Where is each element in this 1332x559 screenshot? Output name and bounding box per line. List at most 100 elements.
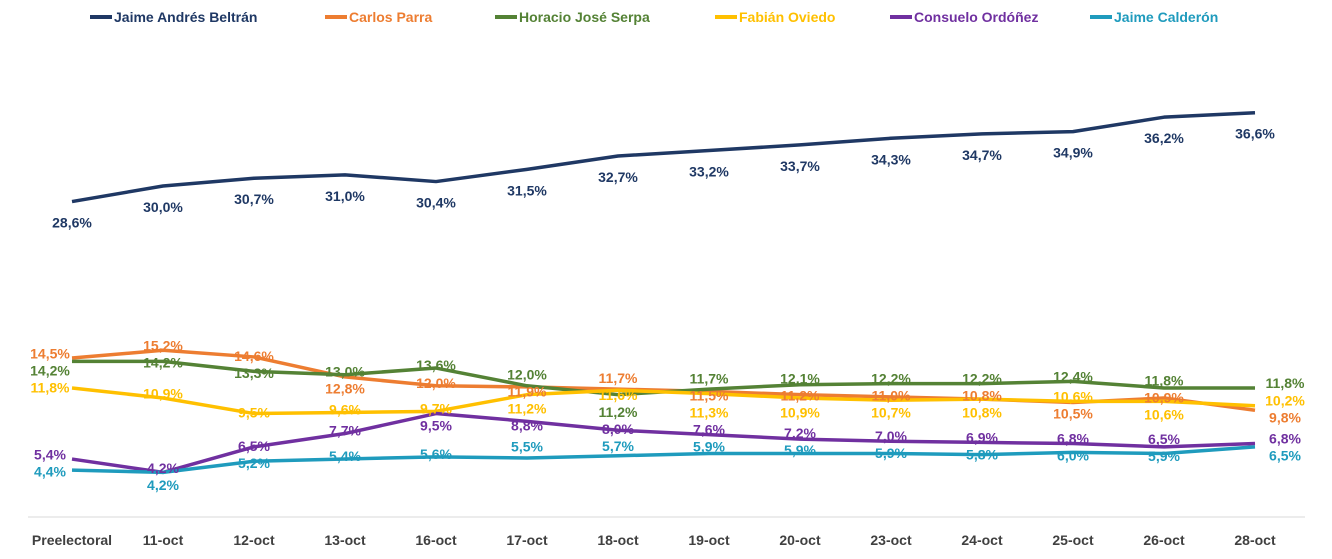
data-label: 5,9%: [875, 445, 907, 461]
x-tick-label: 11-oct: [143, 532, 184, 548]
data-label: 14,5%: [30, 345, 70, 361]
data-label: 11,8%: [1266, 375, 1305, 391]
data-label: 33,2%: [689, 163, 729, 179]
x-tick-label: 18-oct: [597, 532, 639, 548]
data-label: 12,2%: [962, 371, 1002, 387]
data-label: 11,8%: [31, 379, 70, 395]
legend-entry: Jaime Andrés Beltrán: [114, 9, 257, 25]
x-tick-label: 19-oct: [688, 532, 730, 548]
data-label: 10,9%: [143, 385, 183, 401]
x-tick-label: 16-oct: [415, 532, 457, 548]
data-label: 8,0%: [602, 421, 634, 437]
data-label: 12,1%: [780, 371, 820, 387]
data-label: 30,0%: [143, 199, 183, 215]
data-label: 10,6%: [1144, 406, 1184, 422]
series-line: [71, 386, 1256, 416]
x-tick-label: 28-oct: [1234, 532, 1276, 548]
data-label: 11,8%: [1145, 372, 1184, 388]
data-label: 5,8%: [966, 446, 998, 462]
x-tick-label: 24-oct: [961, 532, 1003, 548]
data-label: 34,3%: [871, 151, 911, 167]
data-label: 31,0%: [325, 188, 365, 204]
data-label: 30,4%: [416, 195, 456, 211]
series-line: [71, 445, 1256, 475]
data-label: 10,8%: [962, 405, 1002, 421]
legend-entry: Jaime Calderón: [1114, 9, 1218, 25]
data-label: 9,5%: [238, 405, 270, 421]
data-label: 28,6%: [52, 215, 92, 231]
data-label: 30,7%: [234, 191, 274, 207]
data-label: 11,7%: [690, 370, 729, 386]
data-label: 11,2%: [599, 404, 638, 420]
data-label: 5,9%: [1148, 448, 1180, 464]
data-label: 14,6%: [234, 348, 274, 364]
data-label: 13,0%: [325, 364, 365, 380]
data-label: 9,5%: [420, 417, 452, 433]
data-label: 7,2%: [784, 425, 816, 441]
data-label: 7,7%: [329, 423, 361, 439]
data-label: 6,9%: [966, 429, 998, 445]
x-tick-label: Preelectoral: [32, 532, 112, 548]
data-label: 8,8%: [511, 418, 543, 434]
data-label: 11,5%: [690, 387, 729, 403]
legend-entry: Horacio José Serpa: [519, 9, 650, 25]
data-label: 5,4%: [34, 446, 66, 462]
data-label: 15,2%: [143, 338, 183, 354]
data-label: 33,7%: [780, 158, 820, 174]
data-label: 14,2%: [30, 362, 70, 378]
data-label: 13,3%: [234, 365, 274, 381]
x-tick-label: 23-oct: [870, 532, 912, 548]
x-tick-label: 20-oct: [779, 532, 821, 548]
x-tick-label: 13-oct: [324, 532, 366, 548]
data-label: 9,7%: [420, 400, 452, 416]
data-label: 5,4%: [329, 448, 361, 464]
data-label: 12,2%: [871, 370, 911, 386]
data-label: 12,0%: [416, 375, 456, 391]
series-line: [71, 110, 1256, 204]
data-label: 31,5%: [507, 182, 547, 198]
data-label: 9,8%: [1269, 410, 1301, 426]
data-label: 4,2%: [147, 477, 179, 493]
data-label: 6,0%: [1057, 448, 1089, 464]
data-label: 5,9%: [784, 442, 816, 458]
x-tick-label: 17-oct: [506, 532, 548, 548]
data-label: 4,4%: [34, 463, 66, 479]
data-label: 32,7%: [598, 169, 638, 185]
data-label: 12,4%: [1053, 369, 1093, 385]
data-label: 14,2%: [143, 355, 183, 371]
data-label: 6,5%: [1269, 447, 1301, 463]
data-label: 7,0%: [875, 428, 907, 444]
data-label: 11,2%: [781, 388, 820, 404]
legend-entry: Fabián Oviedo: [739, 9, 835, 25]
x-tick-label: 25-oct: [1052, 532, 1094, 548]
data-label: 34,9%: [1053, 145, 1093, 161]
data-label: 5,2%: [238, 455, 270, 471]
data-label: 5,9%: [693, 438, 725, 454]
series-line: [71, 411, 1256, 475]
data-label: 11,7%: [599, 370, 638, 386]
data-label: 36,6%: [1235, 126, 1275, 142]
data-label: 9,6%: [329, 401, 361, 417]
data-label: 10,9%: [1144, 389, 1184, 405]
data-label: 11,2%: [508, 401, 547, 417]
x-tick-label: 26-oct: [1143, 532, 1185, 548]
legend-entry: Consuelo Ordóñez: [914, 9, 1038, 25]
data-label: 10,9%: [780, 405, 820, 421]
data-label: 10,5%: [1053, 406, 1093, 422]
data-label: 34,7%: [962, 147, 1002, 163]
data-label: 11,0%: [872, 387, 911, 403]
data-label: 10,8%: [962, 388, 1002, 404]
data-label: 5,6%: [420, 446, 452, 462]
data-label: 5,5%: [511, 439, 543, 455]
data-label: 6,5%: [1148, 431, 1180, 447]
data-label: 6,8%: [1269, 430, 1301, 446]
data-label: 6,5%: [238, 438, 270, 454]
data-label: 10,7%: [871, 404, 911, 420]
data-label: 4,2%: [147, 460, 179, 476]
data-label: 12,8%: [325, 381, 365, 397]
data-label: 11,6%: [599, 387, 638, 403]
data-label: 11,3%: [690, 404, 729, 420]
data-label: 11,9%: [508, 384, 547, 400]
